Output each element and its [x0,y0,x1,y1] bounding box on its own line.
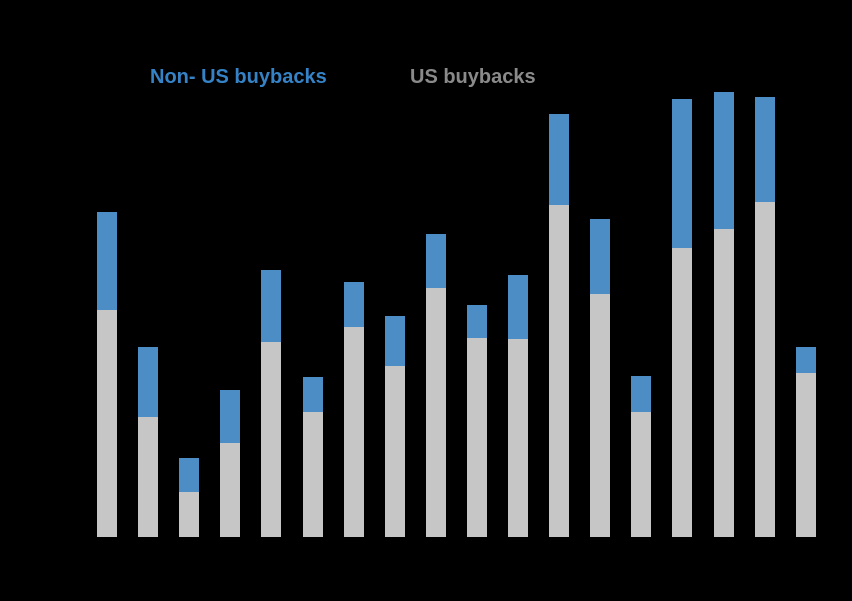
bar-segment-us-buybacks [795,373,816,537]
bar-segment-us-buybacks [97,310,117,537]
bar-segment-us-buybacks [302,412,323,537]
bar-segment-us-buybacks [343,327,364,537]
stacked-bar [302,377,323,537]
legend-item-us-buybacks: US buybacks [410,66,536,88]
stacked-bar [795,347,816,537]
bar-segment-non-us-buybacks [138,347,159,417]
bar-segment-us-buybacks [754,202,775,537]
legend-item-non-us-buybacks: Non- US buybacks [150,66,327,88]
bar-segment-non-us-buybacks [672,99,693,248]
bar-segment-non-us-buybacks [713,92,734,229]
stacked-bar [672,99,693,537]
bar-segment-us-buybacks [261,342,282,537]
bar-segment-us-buybacks [466,338,487,537]
bar-segment-non-us-buybacks [343,282,364,327]
stacked-bar [549,114,570,537]
bar-segment-non-us-buybacks [631,376,652,412]
bar-segment-non-us-buybacks [549,114,570,205]
stacked-bar [138,347,159,537]
stacked-bar [343,282,364,537]
stacked-bar [713,92,734,537]
stacked-bar [384,316,405,537]
stacked-bar [425,234,446,537]
bar-segment-non-us-buybacks [97,212,117,310]
bar-segment-us-buybacks [508,339,528,537]
bar-segment-us-buybacks [425,288,446,537]
bar-segment-non-us-buybacks [425,234,446,288]
bar-segment-non-us-buybacks [384,316,405,366]
bar-segment-non-us-buybacks [179,458,200,492]
bar-segment-non-us-buybacks [466,305,487,338]
bar-segment-us-buybacks [549,205,570,537]
bar-segment-non-us-buybacks [795,347,816,373]
stacked-bar [631,376,652,537]
bar-segment-us-buybacks [590,294,611,537]
bar-segment-us-buybacks [179,492,200,537]
bar-segment-us-buybacks [672,248,693,537]
bar-segment-non-us-buybacks [261,270,282,342]
bar-segment-us-buybacks [713,229,734,537]
stacked-bar [261,270,282,537]
stacked-bar [179,458,200,537]
bar-segment-us-buybacks [138,417,159,537]
bar-segment-us-buybacks [384,366,405,537]
stacked-bar [590,219,611,537]
bar-segment-non-us-buybacks [220,390,241,443]
bar-segment-non-us-buybacks [508,275,528,339]
bar-segment-non-us-buybacks [302,377,323,412]
bar-segment-us-buybacks [220,443,241,537]
stacked-bar [508,275,528,537]
stacked-bar [97,212,117,537]
bar-segment-non-us-buybacks [590,219,611,294]
stacked-bar [466,305,487,537]
bar-segment-non-us-buybacks [754,97,775,202]
chart-legend: Non- US buybacks US buybacks [0,0,852,100]
plot-area [97,92,816,537]
stacked-bar [220,390,241,537]
bar-segment-us-buybacks [631,412,652,537]
stacked-bar [754,97,775,537]
